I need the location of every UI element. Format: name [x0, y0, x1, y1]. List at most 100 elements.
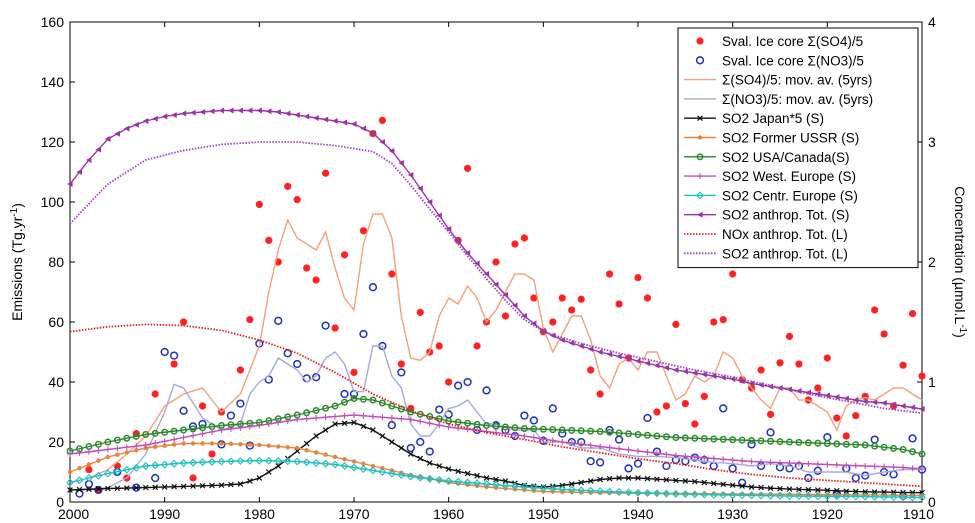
data-point: [595, 458, 605, 467]
x-tick-label: 1970: [338, 506, 369, 522]
data-point: [312, 276, 320, 284]
data-point: [767, 437, 774, 445]
data-point: [236, 366, 244, 374]
data-point: [587, 366, 595, 374]
data-point: [265, 108, 272, 115]
data-point: [558, 485, 567, 494]
data-point: [881, 400, 887, 406]
data-point: [871, 442, 879, 450]
data-point: [473, 420, 481, 428]
data-point: [161, 484, 168, 490]
data-point: [342, 457, 347, 462]
data-point: [406, 472, 415, 481]
data-point: [701, 479, 708, 486]
data-point: [529, 416, 539, 425]
data-point: [501, 312, 510, 320]
series-8: [66, 456, 926, 502]
data-point: [170, 360, 178, 368]
data-point: [293, 196, 301, 204]
data-point: [795, 438, 803, 446]
y-right-label: Concentration (µmol.L-1): [952, 186, 969, 338]
data-point: [559, 439, 566, 445]
data-point: [236, 399, 245, 408]
data-point: [502, 478, 509, 484]
y-right-label-sup: -1: [958, 324, 969, 333]
data-point: [587, 478, 594, 484]
data-point: [463, 377, 472, 387]
data-point: [889, 493, 898, 502]
y-left-tick-label: 0: [56, 494, 64, 510]
data-point: [842, 440, 850, 448]
data-point: [227, 425, 234, 432]
data-point: [426, 199, 433, 205]
data-point: [332, 454, 338, 460]
data-point: [399, 470, 404, 475]
data-point: [824, 487, 831, 494]
data-point: [710, 435, 718, 443]
data-point: [313, 115, 319, 121]
data-point: [369, 130, 376, 136]
data-point: [142, 484, 149, 491]
data-point: [729, 482, 736, 489]
data-point: [653, 362, 660, 369]
data-point: [776, 491, 784, 500]
data-point: [94, 440, 102, 448]
data-point: [635, 358, 641, 364]
data-point: [199, 430, 206, 437]
data-point: [76, 486, 83, 493]
legend-label: Sval. Ice core Σ(NO3)/5: [722, 53, 864, 68]
data-point: [852, 412, 860, 420]
data-point: [766, 410, 775, 418]
data-point: [852, 462, 859, 469]
data-point: [700, 435, 708, 443]
data-point: [671, 489, 680, 498]
legend-label: SO2 West. Europe (S): [722, 169, 856, 184]
data-point: [852, 488, 859, 495]
data-point: [634, 431, 642, 438]
x-tick-label: 1980: [244, 506, 275, 522]
data-point: [880, 492, 889, 501]
data-point: [587, 442, 594, 449]
data-point: [663, 364, 669, 371]
data-point: [435, 475, 444, 484]
data-point: [455, 238, 461, 244]
data-point: [824, 461, 831, 468]
data-point: [351, 419, 357, 426]
legend-entry: SO2 Former USSR (S): [684, 131, 859, 146]
data-point: [719, 316, 727, 324]
data-point: [700, 490, 709, 499]
legend-entry: SO2 anthrop. Tot. (L): [684, 246, 848, 261]
data-point: [189, 458, 198, 467]
data-point: [738, 436, 746, 444]
data-point: [701, 371, 707, 378]
data-point: [283, 457, 292, 466]
data-point: [919, 466, 925, 472]
data-point: [161, 428, 169, 436]
data-point: [663, 451, 670, 458]
data-point: [332, 421, 338, 427]
data-point: [407, 451, 414, 457]
data-point: [311, 373, 321, 382]
data-point: [67, 451, 73, 457]
data-point: [351, 459, 357, 464]
data-point: [833, 394, 840, 400]
data-point: [861, 441, 869, 449]
data-point: [455, 468, 461, 475]
data-point: [597, 443, 604, 450]
data-point: [113, 467, 122, 476]
data-point: [228, 441, 234, 447]
data-point: [530, 434, 537, 441]
data-point: [625, 355, 632, 362]
data-point: [880, 443, 888, 451]
data-point: [795, 360, 803, 368]
data-point: [94, 485, 103, 495]
data-point: [596, 428, 604, 435]
data-point: [425, 474, 434, 483]
data-point: [635, 475, 641, 481]
data-point: [615, 429, 623, 437]
data-point: [549, 332, 556, 339]
data-point: [548, 404, 557, 413]
data-point: [208, 457, 216, 466]
data-point: [406, 443, 415, 453]
data-point: [293, 457, 302, 466]
